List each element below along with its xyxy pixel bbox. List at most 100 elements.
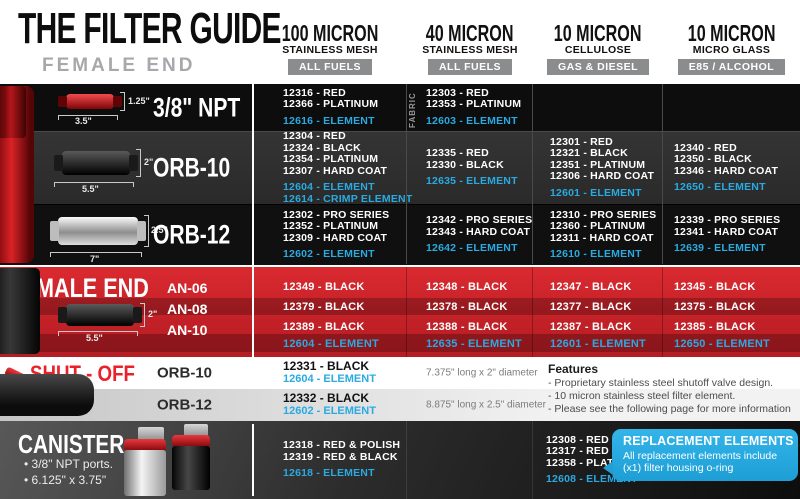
cell-orb12-cellulose: 12310 - PRO SERIES 12360 - PLATINUM 1231… [550,205,656,265]
part-number: 12340 - RED [674,141,737,154]
column-divider [532,421,533,499]
section-shut-off: SHUT - OFF ORB-10 12331 - BLACK 12604 - … [0,357,800,421]
element-part-number: 12614 - CRIMP ELEMENT [283,192,413,205]
canister-cap [124,439,166,450]
cell-orb10-40micron: 12335 - RED 12330 - BLACK 12635 - ELEMEN… [426,132,518,204]
column-media: STAINLESS MESH [422,44,518,56]
part-number: 12385 - BLACK [674,321,756,333]
element-part-number: 12608 - ELEMENT [546,473,638,485]
part-number: 12349 - BLACK [283,281,365,293]
header: THE FILTER GUIDE FEMALE END 100 MICRON S… [0,0,800,84]
page-title: THE FILTER GUIDE [18,4,282,53]
element-part-number: 12602 - ELEMENT [283,405,376,417]
orb10-dim-height: 2" [144,157,154,167]
column-divider [662,267,663,359]
size-note: 7.375" long x 2" diameter [426,367,538,379]
filter-end [133,307,142,323]
part-number: 12317 - RED & BLACK [546,445,661,457]
part-number: 12331 - BLACK [283,359,370,373]
part-number: 12301 - RED [550,135,613,148]
part-number: 12387 - BLACK [550,321,632,333]
column-divider [532,84,533,264]
cell-npt-40micron: 12303 - RED 12353 - PLATINUM 12603 - ELE… [426,84,521,131]
element-part-number: 12616 - ELEMENT [283,114,375,127]
row-label-npt: 3/8" NPT [153,92,241,122]
part-number: 12309 - HARD COAT [283,231,388,244]
column-header-100-micron: 100 MICRON STAINLESS MESH ALL FUELS [253,22,407,80]
column-micron: 40 MICRON [426,20,514,46]
column-header-10-micron-cellulose: 10 MICRON CELLULOSE GAS & DIESEL [533,22,663,80]
part-number: 12348 - BLACK [426,281,508,293]
fuel-badge: ALL FUELS [427,59,513,75]
dimension-line [54,182,134,187]
element-part-number: 12639 - ELEMENT [674,242,766,255]
row-label-an10: AN-10 [167,322,208,338]
column-micron: 10 MICRON [554,20,642,46]
orb12-dim-length: 7" [90,254,100,264]
part-number: 12306 - HARD COAT [550,170,655,183]
filter-end [50,221,59,241]
part-number: 12342 - PRO SERIES [426,214,533,227]
part-number: 12358 - PLATINUM [546,456,642,469]
dimension-line [136,149,141,177]
part-number: 12366 - PLATINUM [283,98,379,111]
npt-dim-height: 1.25" [128,96,150,106]
fuel-badge: GAS & DIESEL [546,59,650,75]
orb10-filter-image [54,151,138,175]
part-number: 12302 - PRO SERIES [283,208,390,221]
shutoff-valve-product-image [0,374,94,416]
element-part-number: 12602 - ELEMENT [283,248,375,260]
filter-end [113,96,122,107]
red-filter-product-image [0,86,34,263]
part-number: 12339 - PRO SERIES [674,214,781,227]
female-end-section-label: FEMALE END [42,55,196,76]
part-number: 12321 - BLACK [550,147,628,160]
canister-body [124,450,166,496]
label-column-divider [252,424,254,496]
row-orb12: 2.5" 7" ORB-12 12302 - PRO SERIES 12352 … [0,204,800,265]
column-media: CELLULOSE [564,44,632,56]
canister-section-label: CANISTER [18,429,125,459]
element-part-number: 12650 - ELEMENT [674,181,766,193]
element-part-number: 12635 - ELEMENT [426,338,522,350]
part-number: 12375 - BLACK [674,301,756,313]
male-row-stripe [0,334,800,352]
row-npt: 1.25" 3.5" 3/8" NPT FABRIC 12316 - RED 1… [0,84,800,131]
dimension-line [144,215,149,247]
part-number: 12343 - HARD COAT [426,225,531,238]
part-number: 12351 - PLATINUM [550,158,646,171]
element-part-number: 12610 - ELEMENT [550,248,642,260]
filter-end [58,96,67,107]
male-fitting-product-image [0,268,40,354]
part-number: 12310 - PRO SERIES [550,208,657,221]
row-label-orb12: ORB-12 [153,219,231,250]
cell-orb10-cellulose: 12301 - RED 12321 - BLACK 12351 - PLATIN… [550,132,654,204]
row-label-an06: AN-06 [167,280,208,296]
dimension-line [58,331,138,336]
part-number: 12332 - BLACK [283,391,370,405]
feature-item: - Proprietary stainless steel shutoff va… [548,377,774,389]
part-number: 12308 - RED & POLISH [546,433,664,446]
male-filter-image [58,304,142,326]
column-micron: 10 MICRON [687,20,776,46]
replacement-elements-callout: REPLACEMENT ELEMENTS All replacement ele… [603,429,798,481]
part-number: 12347 - BLACK [550,281,632,293]
section-canister: CANISTER • 3/8" NPT ports. • 6.125" x 3.… [0,421,800,499]
label-column-divider [252,84,254,357]
part-number: 12341 - HARD COAT [674,225,779,238]
element-part-number: 12618 - ELEMENT [283,467,375,480]
cell-canister-100micron: 12318 - RED & POLISH 12319 - RED & BLACK… [283,421,400,499]
part-number: 12346 - HARD COAT [674,164,779,177]
orb12-dim-height: 2.5" [151,225,168,235]
column-media: MICRO GLASS [692,44,771,56]
part-number: 12379 - BLACK [283,301,365,313]
replacement-elements-title: REPLACEMENT ELEMENTS [623,434,794,448]
replacement-elements-body: All replacement elements include (x1) fi… [623,450,778,474]
column-header-40-micron: 40 MICRON STAINLESS MESH ALL FUELS [407,22,533,80]
element-part-number: 12604 - ELEMENT [283,373,376,385]
row-label: ORB-10 [157,364,213,382]
column-divider [662,84,663,264]
element-part-number: 12650 - ELEMENT [674,338,770,350]
part-number: 12318 - RED & POLISH [283,439,401,452]
part-number: 12352 - PLATINUM [283,220,379,232]
